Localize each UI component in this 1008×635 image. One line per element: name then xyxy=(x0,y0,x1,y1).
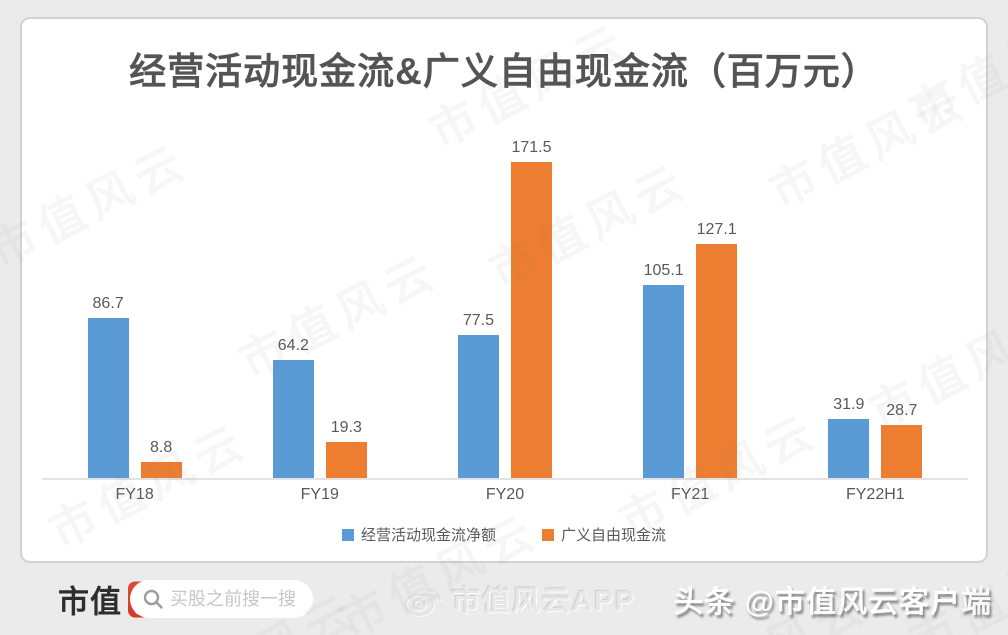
category-label: FY18 xyxy=(115,486,154,503)
bar-group-fy20: 77.5 171.5 FY20 xyxy=(457,139,552,503)
search-input[interactable] xyxy=(170,588,310,610)
category-label: FY20 xyxy=(485,486,525,503)
legend-swatch xyxy=(542,528,554,541)
bar-group-fy22h1: 31.9 28.7 FY22H1 xyxy=(828,139,923,503)
bar-group-fy21: 105.1 127.1 FY21 xyxy=(643,139,738,503)
legend-item: 广义自由现金流 xyxy=(542,524,666,545)
chart-plot: 86.7 8.8 FY18 64.2 19.3 FY19 77.5 171.5 FY20 105.… xyxy=(42,139,968,503)
weibo-icon xyxy=(402,581,444,617)
bar-value-label: 19.3 xyxy=(330,419,362,436)
bar-value-label: 127.1 xyxy=(696,221,737,238)
search-icon xyxy=(142,588,164,610)
bar: 19.3 xyxy=(325,419,367,478)
category-label: FY19 xyxy=(300,486,339,503)
bar-value-label: 64.2 xyxy=(277,337,309,354)
toutiao-watermark: 头条 @市值风云客户端 xyxy=(673,586,992,619)
bar-value-label: 105.1 xyxy=(643,262,684,279)
legend-item: 经营活动现金流净额 xyxy=(341,524,496,545)
chart-title: 经营活动现金流&广义自由现金流（百万元） xyxy=(129,51,879,92)
bar-value-label: 77.5 xyxy=(462,312,495,329)
bar-value-label: 171.5 xyxy=(511,139,552,156)
chart-card: 经营活动现金流&广义自由现金流（百万元） 86.7 8.8 FY18 64.2 19.3… xyxy=(20,17,988,563)
bar: 28.7 xyxy=(881,402,923,478)
bar-value-label: 31.9 xyxy=(833,396,865,413)
bar-group-fy19: 64.2 19.3 FY19 xyxy=(272,139,367,503)
bar: 105.1 xyxy=(643,262,685,478)
bar-value-label: 28.7 xyxy=(886,402,918,419)
bar: 77.5 xyxy=(457,312,499,478)
bar: 171.5 xyxy=(510,139,552,478)
bar: 86.7 xyxy=(87,295,129,478)
footer-bar: 市值 风云 市值风云APP 头条 @市值风云客户端 xyxy=(0,563,1008,635)
category-label: FY22H1 xyxy=(845,486,905,503)
chart-legend: 经营活动现金流净额 广义自由现金流 xyxy=(22,524,986,545)
legend-swatch xyxy=(341,528,354,541)
app-watermark-label: 市值风云APP xyxy=(452,585,636,616)
category-label: FY21 xyxy=(671,486,710,503)
bar-value-label: 86.7 xyxy=(92,295,124,312)
brand-logo-text: 市值 xyxy=(58,584,122,620)
legend-label: 经营活动现金流净额 xyxy=(360,527,496,544)
bar: 64.2 xyxy=(272,337,314,478)
app-watermark: 市值风云APP xyxy=(402,579,636,619)
bar: 127.1 xyxy=(696,221,738,478)
search-box[interactable] xyxy=(130,580,313,618)
legend-label: 广义自由现金流 xyxy=(561,527,667,544)
bar-value-label: 8.8 xyxy=(149,439,173,456)
bar: 31.9 xyxy=(828,396,870,478)
bar: 8.8 xyxy=(140,439,182,478)
bar-group-fy18: 86.7 8.8 FY18 xyxy=(87,139,182,503)
